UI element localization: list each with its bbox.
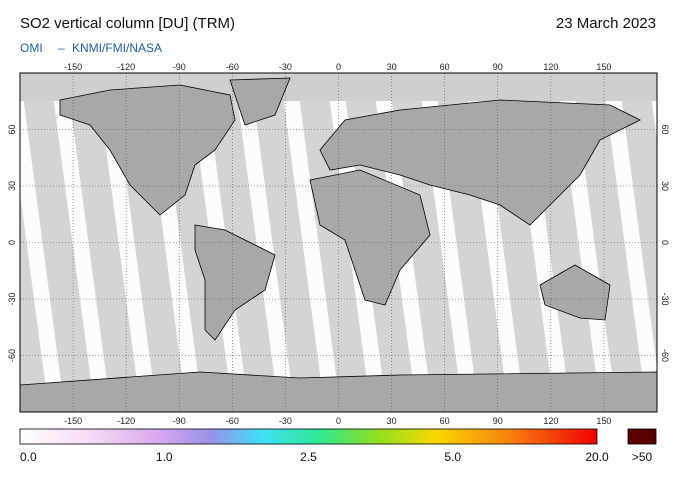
- lon-tick-label: 30: [387, 62, 397, 72]
- date: 23 March 2023: [556, 15, 656, 32]
- colorbar-label: 20.0: [585, 450, 609, 464]
- lon-tick-label: 90: [493, 416, 503, 426]
- lon-tick-label: 30: [387, 416, 397, 426]
- land: [229, 77, 291, 126]
- land: [194, 224, 276, 341]
- map: [20, 73, 657, 412]
- lon-tick-label: 120: [543, 416, 558, 426]
- separator: –: [58, 41, 65, 55]
- lon-tick-label: -30: [279, 416, 292, 426]
- lon-tick-label: 90: [493, 62, 503, 72]
- title: SO2 vertical column [DU] (TRM): [20, 15, 235, 32]
- lon-tick-label: -30: [279, 62, 292, 72]
- land: [319, 99, 641, 226]
- overflow-label: >50: [632, 450, 653, 464]
- colorbar-label: 1.0: [156, 450, 173, 464]
- lon-tick-label: 0: [336, 416, 341, 426]
- lon-tick-label: -150: [64, 62, 82, 72]
- lon-tick-label: 150: [596, 62, 611, 72]
- colorbar-label: 2.5: [300, 450, 317, 464]
- source: KNMI/FMI/NASA: [72, 41, 162, 55]
- lat-tick-label: 30: [660, 181, 670, 191]
- map-frame: [19, 72, 658, 413]
- swath: [66, 73, 141, 412]
- lat-tick-label: 30: [7, 181, 17, 191]
- lon-tick-label: -120: [117, 416, 135, 426]
- lat-tick-label: 60: [660, 124, 670, 134]
- lat-tick-label: -60: [7, 349, 17, 362]
- lat-tick-label: -60: [660, 349, 670, 362]
- colorbar: [19, 428, 598, 445]
- lon-tick-label: -90: [173, 62, 186, 72]
- land: [59, 84, 236, 216]
- lat-tick-label: -30: [660, 292, 670, 305]
- swath: [296, 73, 371, 412]
- swath: [572, 73, 647, 412]
- lat-tick-label: -30: [7, 292, 17, 305]
- lat-tick-label: 0: [7, 240, 17, 245]
- colorbar-label: 0.0: [20, 450, 37, 464]
- lon-tick-label: -60: [226, 416, 239, 426]
- swath: [20, 193, 49, 412]
- lon-tick-label: 0: [336, 62, 341, 72]
- colorbar-overflow: [627, 428, 657, 445]
- lat-tick-label: 60: [7, 124, 17, 134]
- lat-tick-label: 0: [660, 240, 670, 245]
- lon-tick-label: -150: [64, 416, 82, 426]
- land: [309, 169, 431, 306]
- colorbar-label: 5.0: [444, 450, 461, 464]
- instrument: OMI: [20, 41, 43, 55]
- swath: [618, 73, 657, 367]
- lon-tick-label: -90: [173, 416, 186, 426]
- swath: [20, 73, 95, 412]
- lon-tick-label: 150: [596, 416, 611, 426]
- lon-tick-label: 60: [440, 62, 450, 72]
- lon-tick-label: 120: [543, 62, 558, 72]
- lon-tick-label: 60: [440, 416, 450, 426]
- lon-tick-label: -60: [226, 62, 239, 72]
- land: [539, 264, 611, 321]
- lon-tick-label: -120: [117, 62, 135, 72]
